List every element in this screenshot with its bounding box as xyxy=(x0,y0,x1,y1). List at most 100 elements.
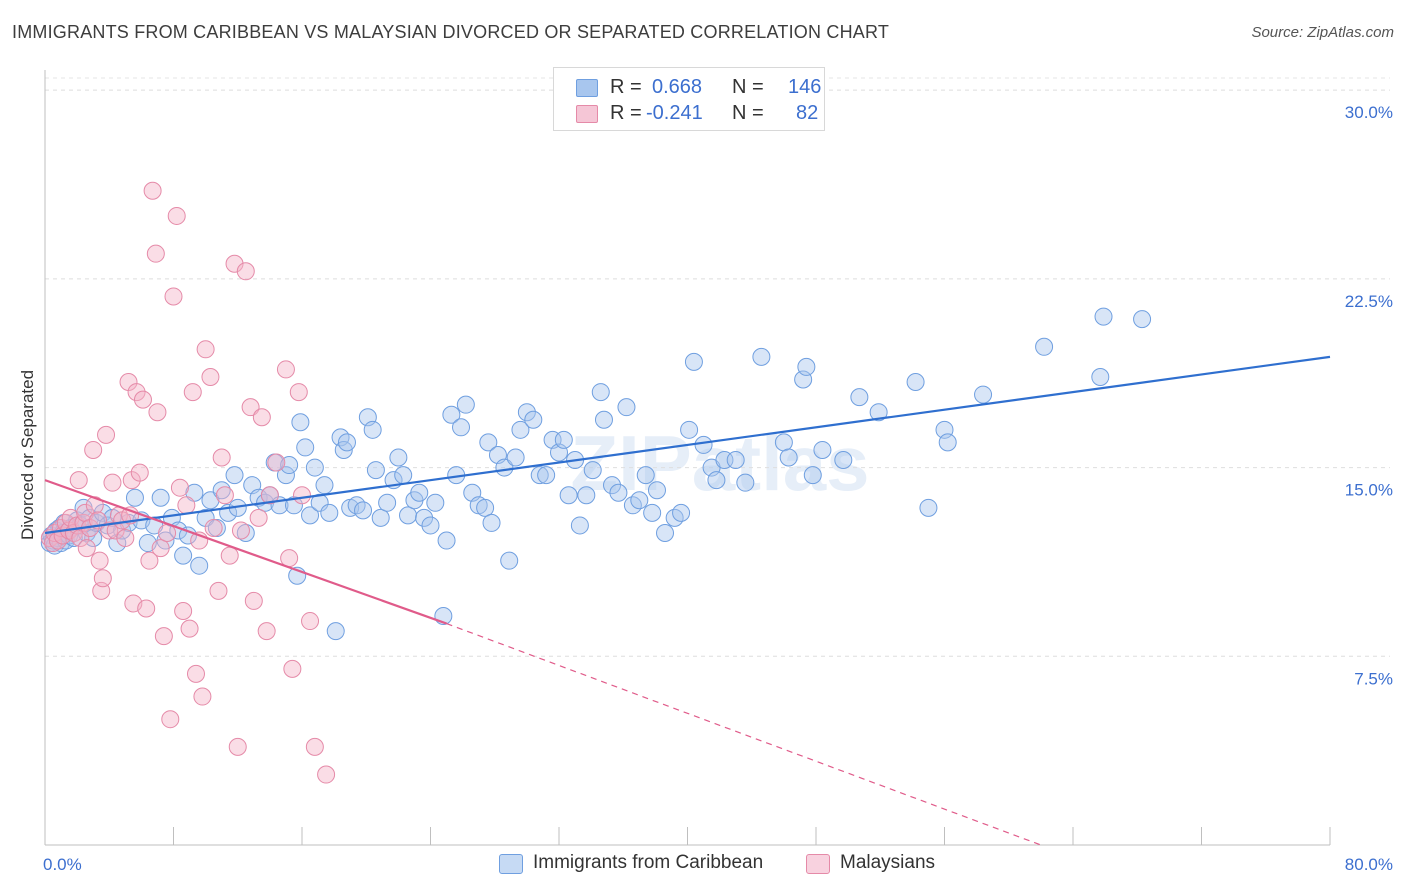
caribbean-point xyxy=(752,347,771,366)
caribbean-point xyxy=(643,503,662,522)
x-tick-label: 0.0% xyxy=(43,855,82,874)
caribbean-point xyxy=(506,448,525,467)
caribbean-point xyxy=(363,420,382,439)
caribbean-point xyxy=(617,398,636,417)
malaysian-point xyxy=(301,612,320,631)
malaysian-point xyxy=(161,710,180,729)
caribbean-point xyxy=(178,526,197,545)
malaysian-point xyxy=(137,599,156,618)
caribbean-point xyxy=(570,516,589,535)
malaysian-point xyxy=(154,627,173,646)
caribbean-point xyxy=(437,531,456,550)
malaysian-point xyxy=(133,390,152,409)
malaysian-point xyxy=(209,581,228,600)
caribbean-point xyxy=(421,516,440,535)
caribbean-trend-line xyxy=(44,355,1331,535)
caribbean-point xyxy=(591,383,610,402)
caribbean-point xyxy=(524,410,543,429)
caribbean-point xyxy=(326,622,345,641)
caribbean-point xyxy=(378,493,397,512)
caribbean-point xyxy=(797,357,816,376)
legend-n-label: N = xyxy=(732,76,764,98)
caribbean-point xyxy=(647,481,666,500)
caribbean-point xyxy=(125,488,144,507)
caribbean-point xyxy=(410,483,429,502)
caribbean-point xyxy=(276,466,295,485)
bottom-legend-label: Malaysians xyxy=(840,852,936,873)
malaysian-point xyxy=(143,181,162,200)
malaysian-point xyxy=(170,478,189,497)
malaysian-point xyxy=(249,508,268,527)
malaysian-point xyxy=(100,521,119,540)
caribbean-point xyxy=(236,523,255,542)
malaysian-point xyxy=(106,521,125,540)
malaysian-point xyxy=(236,262,255,281)
legend-r-label: R = xyxy=(610,76,642,98)
malaysian-point xyxy=(148,403,167,422)
malaysian-point xyxy=(293,486,311,505)
caribbean-point xyxy=(456,395,475,414)
y-tick-label: 7.5% xyxy=(1354,669,1393,688)
malaysian-point xyxy=(212,448,231,467)
caribbean-point xyxy=(813,440,832,459)
caribbean-point xyxy=(482,513,501,532)
legend-n-value: 82 xyxy=(796,102,819,124)
caribbean-point xyxy=(1091,367,1110,386)
caribbean-point xyxy=(554,430,573,449)
caribbean-point xyxy=(630,491,649,510)
caribbean-point xyxy=(500,551,519,570)
caribbean-point xyxy=(537,466,556,485)
malaysian-point xyxy=(90,551,109,570)
caribbean-point xyxy=(296,438,315,457)
x-tick-label: 80.0% xyxy=(1345,855,1393,874)
caribbean-point xyxy=(225,466,244,485)
caribbean-point xyxy=(694,435,713,454)
caribbean-point xyxy=(869,403,888,422)
caribbean-point xyxy=(594,410,613,429)
caribbean-point xyxy=(1133,310,1152,329)
caribbean-point xyxy=(530,466,549,485)
y-tick-label: 22.5% xyxy=(1345,292,1393,311)
caribbean-point xyxy=(212,481,231,500)
caribbean-point xyxy=(185,483,204,502)
caribbean-point xyxy=(919,498,938,517)
caribbean-point xyxy=(479,433,498,452)
caribbean-point xyxy=(394,466,413,485)
caribbean-point xyxy=(906,373,925,392)
malaysian-trend-line xyxy=(44,479,447,625)
caribbean-point xyxy=(371,508,390,527)
malaysian-point xyxy=(317,765,336,784)
legend-r-value: 0.668 xyxy=(652,76,703,98)
legend-r-label: R = xyxy=(610,102,642,124)
malaysian-point xyxy=(260,486,279,505)
malaysian-point xyxy=(305,737,324,756)
malaysian-point xyxy=(220,546,239,565)
caribbean-point xyxy=(517,403,536,422)
malaysian-point xyxy=(116,529,135,548)
caribbean-point xyxy=(301,506,320,525)
caribbean-point xyxy=(672,503,691,522)
malaysian-point xyxy=(231,521,250,540)
malaysian-point xyxy=(84,440,103,459)
malaysian-point xyxy=(193,687,212,706)
malaysian-point xyxy=(177,496,196,515)
malaysian-point xyxy=(244,591,263,610)
malaysian-point xyxy=(127,383,146,402)
source-label: Source: ZipAtlas.com xyxy=(1251,24,1394,41)
malaysian-point xyxy=(201,367,220,386)
caribbean-point xyxy=(495,458,514,477)
malaysian-point xyxy=(140,551,159,570)
caribbean-point xyxy=(938,433,957,452)
caribbean-point xyxy=(559,486,578,505)
caribbean-point xyxy=(354,501,373,520)
caribbean-point xyxy=(399,506,418,525)
caribbean-point xyxy=(603,476,622,495)
caribbean-point xyxy=(84,529,103,548)
y-tick-label: 30.0% xyxy=(1345,103,1393,122)
caribbean-point xyxy=(337,433,356,452)
caribbean-point xyxy=(583,461,602,480)
bottom-legend-swatch-caribbean xyxy=(499,854,523,874)
caribbean-point xyxy=(452,418,471,437)
malaysian-point xyxy=(241,398,260,417)
correlation-legend: R = 0.668 N = 146 R = -0.241 N = 82 xyxy=(553,67,825,131)
